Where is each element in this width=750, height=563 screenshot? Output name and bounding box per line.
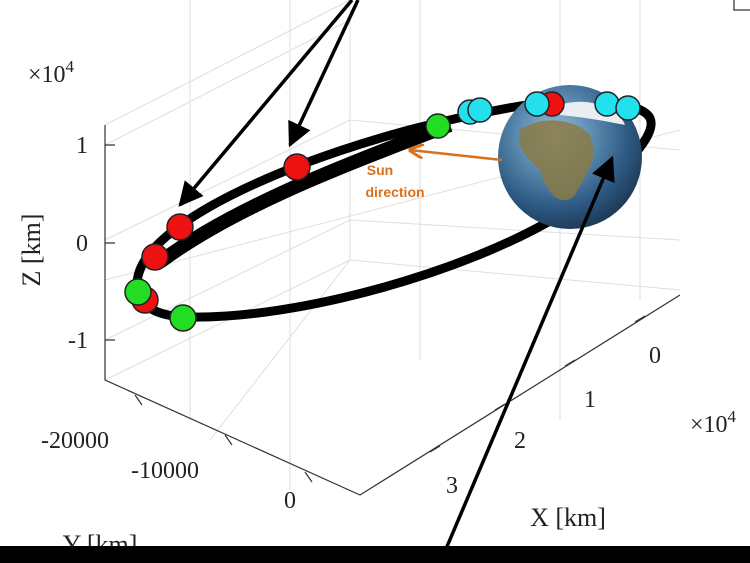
y-tick-label: -10000 — [131, 458, 199, 484]
z-axis-label: Z [km] — [17, 214, 46, 287]
y-tick-label: -20000 — [41, 428, 109, 454]
z-tick-label: -1 — [68, 328, 88, 354]
y-tick-label: 0 — [284, 488, 296, 514]
x-tick-label: 1 — [584, 387, 596, 413]
x-exponent: ×104 — [690, 407, 737, 438]
x-tick-label: 2 — [514, 428, 526, 454]
legend-corner — [734, 0, 750, 10]
marker — [468, 98, 492, 122]
marker — [284, 154, 310, 180]
marker — [125, 279, 151, 305]
marker — [525, 92, 549, 116]
z-tick-label: 1 — [76, 133, 88, 159]
marker — [426, 114, 450, 138]
bottom-bar — [0, 546, 750, 563]
z-tick-label: 0 — [76, 231, 88, 257]
x-axis-label: X [km] — [530, 503, 606, 532]
annotation: Sun — [367, 162, 393, 178]
x-tick-label: 0 — [649, 343, 661, 369]
x-tick-label: 3 — [446, 473, 458, 499]
marker — [616, 96, 640, 120]
marker — [167, 214, 193, 240]
marker — [595, 92, 619, 116]
figure: Sun direction ×104 1 0 -1 Z [km] -20000 … — [0, 0, 750, 563]
page: Sun direction ×104 1 0 -1 Z [km] -20000 … — [0, 0, 750, 563]
annotation: direction — [365, 184, 424, 200]
marker — [142, 244, 168, 270]
marker — [170, 305, 196, 331]
z-exponent: ×104 — [28, 57, 75, 88]
